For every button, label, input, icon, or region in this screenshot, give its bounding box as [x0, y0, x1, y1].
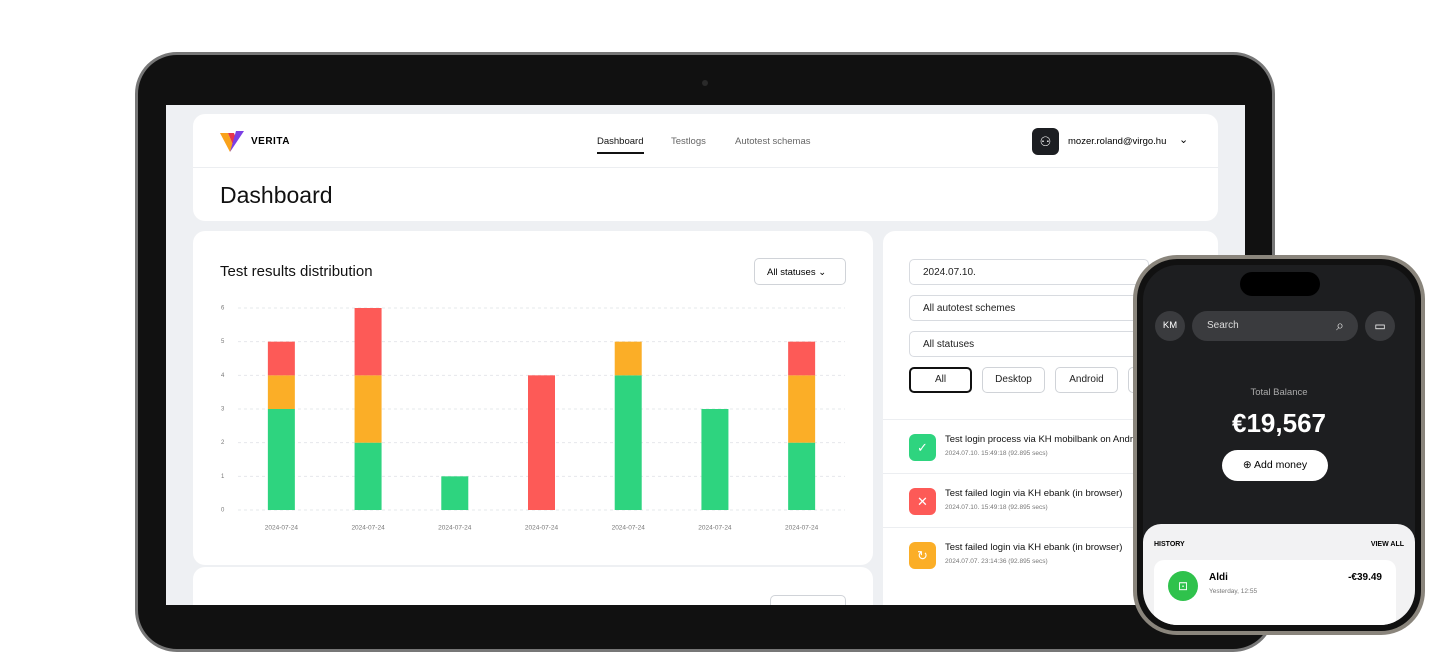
- platform-button[interactable]: Android: [1055, 367, 1118, 393]
- x-tick-label: 2024-07-24: [785, 525, 819, 532]
- testlog-item[interactable]: ↻ Test failed login via KH ebank (in bro…: [883, 527, 1218, 581]
- nav-item[interactable]: Dashboard: [597, 136, 644, 147]
- status-filter-label: All statuses: [767, 267, 816, 278]
- nav-underline: [597, 152, 644, 154]
- page: VERITA Dashboard Testlogs Autotest schem…: [135, 52, 1425, 652]
- search-placeholder: Search: [1207, 320, 1239, 331]
- y-tick-label: 2: [221, 440, 225, 446]
- testlog-meta: 2024.07.10. 15:49:18 (92.895 secs): [945, 504, 1048, 511]
- testlog-item[interactable]: ✓ Test login process via KH mobilbank on…: [883, 419, 1218, 473]
- phone-bezel: KM Search ⌕ ▭ Total Balance €19,567 ⊕ Add…: [1137, 259, 1421, 631]
- search-bar[interactable]: Search ⌕: [1192, 311, 1358, 341]
- y-tick-label: 5: [221, 339, 225, 345]
- testlog-title: Test failed login via KH ebank (in brows…: [945, 488, 1123, 499]
- status-icon: ✕: [909, 488, 936, 515]
- card-icon[interactable]: ▭: [1365, 311, 1395, 341]
- date-input[interactable]: 2024.07.10.: [909, 259, 1149, 285]
- x-tick-label: 2024-07-24: [351, 525, 385, 532]
- y-tick-label: 0: [221, 508, 225, 514]
- bar-segment: [788, 442, 816, 510]
- bar-segment: [614, 341, 642, 376]
- bar-segment: [354, 308, 382, 376]
- status-select[interactable]: All statuses: [909, 331, 1149, 357]
- y-tick-label: 6: [221, 306, 225, 312]
- phone: KM Search ⌕ ▭ Total Balance €19,567 ⊕ Add…: [1133, 255, 1425, 635]
- testlog-meta: 2024.07.10. 15:49:18 (92.895 secs): [945, 450, 1048, 457]
- status-icon: ↻: [909, 542, 936, 569]
- scheme-select[interactable]: All autotest schemes: [909, 295, 1149, 321]
- y-tick-label: 1: [221, 474, 225, 480]
- y-tick-label: 3: [221, 407, 225, 413]
- history-item[interactable]: ⊡ Aldi Yesterday, 12:55 -€39.49: [1154, 560, 1396, 625]
- bar-segment: [354, 375, 382, 443]
- dynamic-island: [1240, 272, 1320, 296]
- add-money-label: Add money: [1254, 459, 1308, 471]
- status-icon: ✓: [909, 434, 936, 461]
- second-card: [193, 567, 873, 605]
- y-tick-label: 4: [221, 373, 225, 379]
- chart-title: Test results distribution: [220, 263, 373, 280]
- chart-card: Test results distribution All statuses ⌄…: [193, 231, 873, 565]
- brand: VERITA: [251, 136, 290, 147]
- shop-icon: ⊡: [1168, 571, 1198, 601]
- testlog-item[interactable]: ✕ Test failed login via KH ebank (in bro…: [883, 473, 1218, 527]
- bar-segment: [267, 409, 295, 510]
- testlog-title: Test login process via KH mobilbank on A…: [945, 434, 1146, 445]
- item-amount: -€39.49: [1348, 572, 1382, 583]
- bar-segment: [354, 442, 382, 510]
- header-card: VERITA Dashboard Testlogs Autotest schem…: [193, 114, 1218, 221]
- initials[interactable]: KM: [1155, 311, 1185, 341]
- history-label: HISTORY: [1154, 541, 1185, 548]
- platform-button[interactable]: All: [909, 367, 972, 393]
- add-money-button[interactable]: ⊕ Add money: [1222, 450, 1328, 481]
- nav-item[interactable]: Autotest schemas: [735, 136, 811, 147]
- status-filter[interactable]: All statuses ⌄: [754, 258, 846, 285]
- chevron[interactable]: ⌄: [1179, 134, 1189, 146]
- history-panel: HISTORY VIEW ALL ⊡ Aldi Yesterday, 12:55…: [1143, 524, 1415, 625]
- item-time: Yesterday, 12:55: [1209, 588, 1258, 595]
- card-button[interactable]: [770, 595, 846, 605]
- bar-segment: [788, 375, 816, 443]
- bar-segment: [788, 341, 816, 376]
- x-tick-label: 2024-07-24: [265, 525, 299, 532]
- x-tick-label: 2024-07-24: [525, 525, 559, 532]
- nav-item[interactable]: Testlogs: [671, 136, 706, 147]
- balance: €19,567: [1232, 408, 1326, 438]
- balance-label: Total Balance: [1250, 387, 1308, 398]
- camera: [702, 80, 708, 86]
- platform-button[interactable]: Desktop: [982, 367, 1045, 393]
- phone-screen: KM Search ⌕ ▭ Total Balance €19,567 ⊕ Add…: [1143, 265, 1415, 625]
- bar-segment: [267, 341, 295, 376]
- avatar[interactable]: ⚇: [1032, 128, 1059, 155]
- item-name: Aldi: [1209, 572, 1228, 583]
- divider: [193, 167, 1218, 168]
- chart: 0 1 2 3 4 5 6 2024-07-24 2024-07-24 2024-07-24 202…: [221, 306, 845, 532]
- view-all[interactable]: VIEW ALL: [1370, 541, 1404, 548]
- page-title: Dashboard: [220, 182, 333, 208]
- logo: [220, 131, 244, 152]
- testlog-meta: 2024.07.07. 23:14:36 (92.895 secs): [945, 558, 1048, 565]
- testlog-title: Test failed login via KH ebank (in brows…: [945, 542, 1123, 553]
- bar-segment: [441, 476, 469, 510]
- bar-segment: [267, 375, 295, 409]
- bar-segment: [528, 375, 555, 510]
- x-tick-label: 2024-07-24: [612, 525, 646, 532]
- bar-segment: [614, 375, 642, 510]
- screen: VERITA Dashboard Testlogs Autotest schem…: [166, 105, 1245, 605]
- user-email[interactable]: mozer.roland@virgo.hu: [1068, 136, 1167, 147]
- x-tick-label: 2024-07-24: [698, 525, 732, 532]
- x-tick-label: 2024-07-24: [438, 525, 472, 532]
- bar-segment: [701, 409, 729, 510]
